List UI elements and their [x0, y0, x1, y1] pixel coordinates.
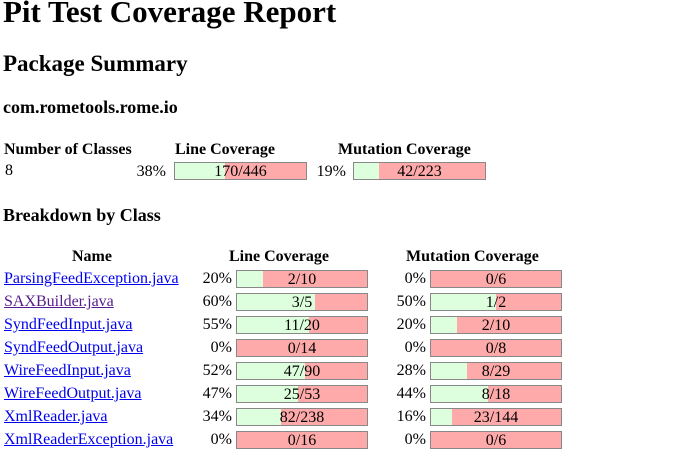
- mutation-coverage-percent: 50%: [396, 293, 426, 310]
- header-line-coverage: Line Coverage: [229, 248, 329, 265]
- summary-mutation-percent: 19%: [316, 163, 346, 180]
- mutation-coverage-bar: 8/18: [430, 385, 562, 403]
- breakdown-heading: Breakdown by Class: [3, 205, 161, 225]
- line-coverage-fill: [237, 363, 305, 379]
- line-coverage-bar: 3/5: [236, 293, 368, 311]
- summary-line-percent: 38%: [136, 163, 166, 180]
- mutation-coverage-bar: 2/10: [430, 316, 562, 334]
- line-coverage-label: 47/90: [283, 363, 321, 380]
- mutation-coverage-fill: [431, 317, 457, 333]
- summary-mutation-coverage-label: 42/223: [397, 163, 442, 180]
- mutation-coverage-label: 8/29: [481, 363, 511, 380]
- line-coverage-percent: 34%: [202, 408, 232, 425]
- mutation-coverage-label: 2/10: [481, 317, 511, 334]
- line-coverage-percent: 52%: [202, 362, 232, 379]
- header-mutation-coverage: Mutation Coverage: [406, 248, 539, 265]
- header-mutation-coverage: Mutation Coverage: [338, 141, 471, 158]
- mutation-coverage-label: 0/6: [485, 432, 507, 449]
- mutation-coverage-label: 8/18: [481, 386, 511, 403]
- mutation-coverage-percent: 28%: [396, 362, 426, 379]
- summary-mutation-coverage-bar: 42/223: [353, 162, 486, 180]
- mutation-coverage-percent: 0%: [404, 339, 426, 356]
- class-link[interactable]: ParsingFeedException.java: [4, 270, 179, 287]
- line-coverage-label: 2/10: [287, 271, 317, 288]
- mutation-coverage-fill: [431, 409, 452, 425]
- class-link[interactable]: SAXBuilder.java: [4, 293, 114, 310]
- line-coverage-percent: 47%: [202, 385, 232, 402]
- class-link[interactable]: SyndFeedInput.java: [4, 316, 133, 333]
- line-coverage-fill: [237, 409, 282, 425]
- mutation-coverage-bar: 23/144: [430, 408, 562, 426]
- line-coverage-label: 82/238: [279, 409, 325, 426]
- mutation-coverage-fill: [431, 363, 468, 379]
- mutation-coverage-bar: 0/6: [430, 270, 562, 288]
- class-link[interactable]: XmlReader.java: [4, 408, 108, 425]
- mutation-coverage-bar: 0/6: [430, 431, 562, 449]
- line-coverage-label: 0/16: [287, 432, 317, 449]
- summary-line-coverage-label: 170/446: [214, 163, 267, 180]
- class-link[interactable]: WireFeedInput.java: [4, 362, 131, 379]
- page-title: Pit Test Coverage Report: [3, 0, 337, 29]
- line-coverage-fill: [237, 317, 309, 333]
- line-coverage-percent: 0%: [210, 339, 232, 356]
- summary-mutation-coverage-fill: [354, 163, 379, 179]
- line-coverage-fill: [237, 271, 263, 287]
- line-coverage-fill: [237, 386, 299, 402]
- line-coverage-percent: 20%: [202, 270, 232, 287]
- line-coverage-label: 0/14: [287, 340, 317, 357]
- mutation-coverage-percent: 0%: [404, 431, 426, 448]
- line-coverage-bar: 47/90: [236, 362, 368, 380]
- mutation-coverage-fill: [431, 386, 489, 402]
- line-coverage-bar: 25/53: [236, 385, 368, 403]
- mutation-coverage-label: 0/8: [485, 340, 507, 357]
- mutation-coverage-label: 0/6: [485, 271, 507, 288]
- line-coverage-fill: [237, 294, 315, 310]
- mutation-coverage-label: 1/2: [485, 294, 507, 311]
- mutation-coverage-bar: 8/29: [430, 362, 562, 380]
- line-coverage-label: 11/20: [284, 317, 320, 334]
- mutation-coverage-bar: 0/8: [430, 339, 562, 357]
- line-coverage-percent: 55%: [202, 316, 232, 333]
- line-coverage-label: 3/5: [291, 294, 313, 311]
- mutation-coverage-bar: 1/2: [430, 293, 562, 311]
- header-number-of-classes: Number of Classes: [4, 141, 132, 158]
- mutation-coverage-fill: [431, 294, 496, 310]
- mutation-coverage-percent: 20%: [396, 316, 426, 333]
- line-coverage-bar: 11/20: [236, 316, 368, 334]
- line-coverage-bar: 0/14: [236, 339, 368, 357]
- package-summary-heading: Package Summary: [3, 51, 188, 76]
- header-name: Name: [72, 248, 112, 265]
- line-coverage-label: 25/53: [283, 386, 321, 403]
- line-coverage-percent: 60%: [202, 293, 232, 310]
- summary-line-coverage-fill: [175, 163, 225, 179]
- header-line-coverage: Line Coverage: [175, 141, 275, 158]
- summary-line-coverage-bar: 170/446: [174, 162, 307, 180]
- mutation-coverage-percent: 44%: [396, 385, 426, 402]
- number-of-classes-value: 8: [5, 162, 13, 179]
- class-link[interactable]: SyndFeedOutput.java: [4, 339, 144, 356]
- mutation-coverage-percent: 0%: [404, 270, 426, 287]
- line-coverage-bar: 0/16: [236, 431, 368, 449]
- mutation-coverage-percent: 16%: [396, 408, 426, 425]
- line-coverage-percent: 0%: [210, 431, 232, 448]
- class-link[interactable]: XmlReaderException.java: [4, 431, 174, 448]
- class-link[interactable]: WireFeedOutput.java: [4, 385, 142, 402]
- line-coverage-bar: 82/238: [236, 408, 368, 426]
- mutation-coverage-label: 23/144: [473, 409, 519, 426]
- package-name-heading: com.rometools.rome.io: [3, 97, 178, 117]
- line-coverage-bar: 2/10: [236, 270, 368, 288]
